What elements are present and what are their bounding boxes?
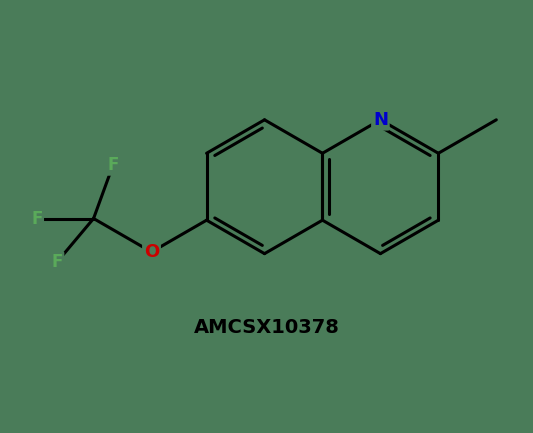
Text: O: O [144,243,159,261]
Text: F: F [107,156,119,174]
Text: F: F [51,253,63,271]
Text: F: F [31,210,43,227]
Text: AMCSX10378: AMCSX10378 [193,318,340,336]
Text: N: N [373,111,388,129]
